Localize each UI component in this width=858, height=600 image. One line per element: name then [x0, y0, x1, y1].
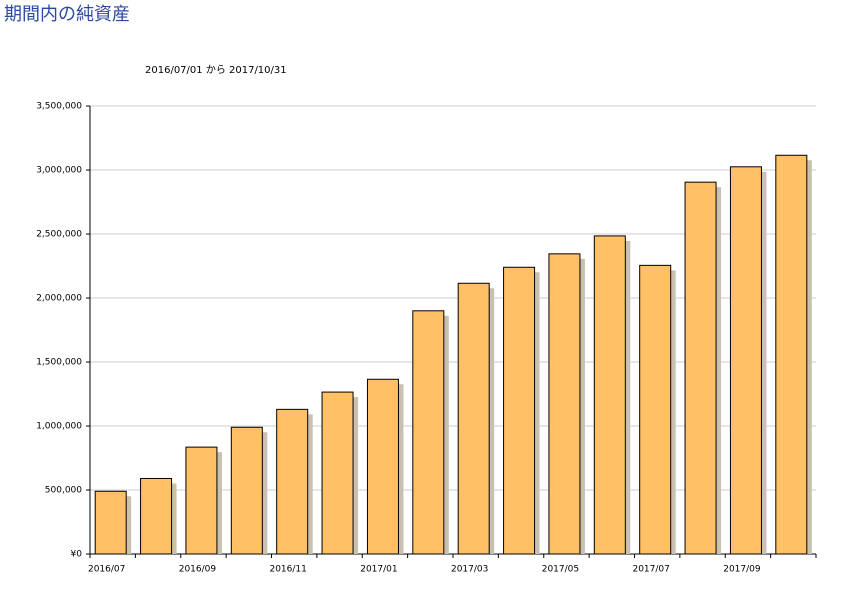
bar [639, 264, 672, 555]
y-tick-label: 3,500,000 [36, 102, 82, 112]
x-tick-label: 2016/09 [179, 565, 217, 575]
x-tick-label: 2017/09 [723, 565, 761, 575]
chart-subtitle: 2016/07/01 から 2017/10/31 [145, 64, 287, 76]
bar [276, 408, 309, 555]
bar [412, 310, 445, 555]
x-tick-label: 2016/07 [88, 565, 125, 575]
y-tick-label: 2,500,000 [36, 230, 82, 240]
chart-title: 期間内の純資産 [4, 4, 130, 25]
bar [684, 181, 717, 555]
bar [94, 490, 127, 555]
x-tick-label: 2016/11 [269, 565, 306, 575]
y-tick-label: 500,000 [45, 486, 82, 496]
bar [775, 154, 808, 555]
bar [321, 391, 354, 555]
x-tick-label: 2017/05 [542, 565, 579, 575]
x-tick-label: 2017/01 [360, 565, 397, 575]
bar [366, 378, 399, 555]
bar [140, 477, 173, 555]
bar [548, 253, 581, 555]
bar [729, 166, 762, 555]
y-tick-label: 2,000,000 [36, 294, 82, 304]
x-tick-label: 2017/07 [632, 565, 669, 575]
bar [185, 446, 218, 555]
x-tick-label: 2017/03 [451, 565, 488, 575]
y-tick-label: 3,000,000 [36, 166, 82, 176]
bar [593, 235, 626, 555]
y-tick-label: ¥0 [71, 550, 83, 560]
y-tick-label: 1,500,000 [36, 358, 82, 368]
bar [503, 266, 536, 555]
y-tick-label: 1,000,000 [36, 422, 82, 432]
bar [230, 426, 263, 555]
bar [457, 282, 490, 555]
